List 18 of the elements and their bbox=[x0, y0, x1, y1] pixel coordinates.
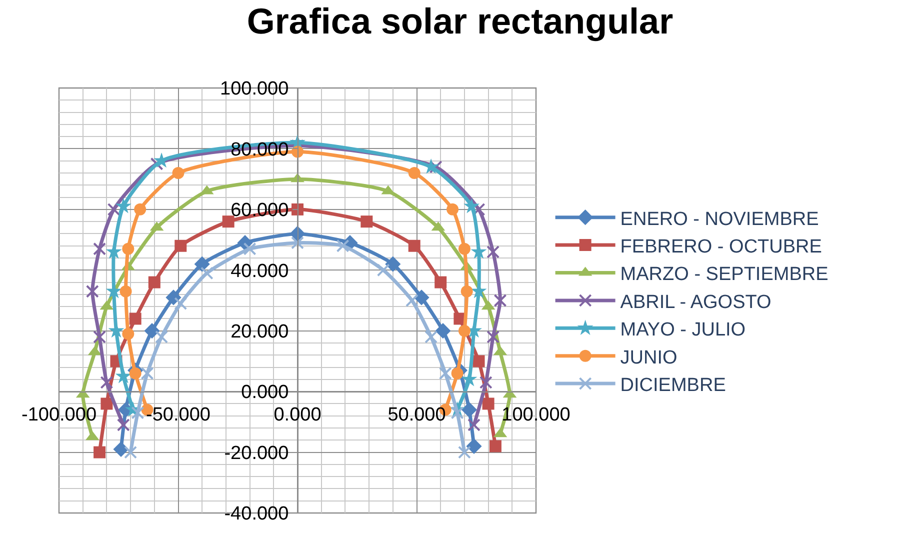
legend-label: MAYO - JULIO bbox=[620, 320, 746, 341]
y-tick-label: 80.000 bbox=[230, 139, 289, 160]
chart-title: Grafica solar rectangular bbox=[246, 0, 674, 42]
y-tick-label: -40.000 bbox=[224, 504, 289, 525]
legend-label: JUNIO bbox=[620, 347, 678, 368]
y-tick-label: 0.000 bbox=[241, 382, 289, 404]
x-tick-label: 50.000 bbox=[388, 404, 446, 426]
legend-label: DICIEMBRE bbox=[620, 374, 726, 396]
y-tick-label: 20.000 bbox=[230, 322, 289, 343]
legend-label: ABRIL - AGOSTO bbox=[620, 292, 772, 313]
x-tick-label: 0.000 bbox=[274, 404, 322, 426]
legend-label: ENERO - NOVIEMBRE bbox=[620, 208, 819, 230]
legend-label: MARZO - SEPTIEMBRE bbox=[620, 264, 828, 286]
legend-label: FEBRERO - OCTUBRE bbox=[620, 236, 822, 258]
y-tick-label: 100.000 bbox=[220, 78, 289, 100]
y-tick-label: -20.000 bbox=[224, 442, 289, 464]
y-tick-label: 40.000 bbox=[230, 260, 289, 282]
x-tick-label: -50.000 bbox=[146, 404, 210, 426]
